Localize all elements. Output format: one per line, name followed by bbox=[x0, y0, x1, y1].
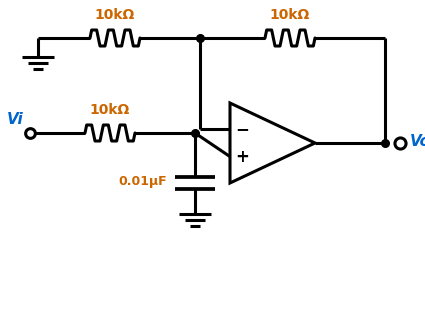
Text: −: − bbox=[235, 121, 249, 139]
Text: 0.01μF: 0.01μF bbox=[119, 174, 167, 187]
Text: 10kΩ: 10kΩ bbox=[95, 8, 135, 22]
Text: +: + bbox=[235, 148, 249, 166]
Text: Vo: Vo bbox=[410, 134, 425, 149]
Text: 10kΩ: 10kΩ bbox=[270, 8, 310, 22]
Text: 10kΩ: 10kΩ bbox=[90, 103, 130, 117]
Text: Vi: Vi bbox=[7, 112, 24, 127]
